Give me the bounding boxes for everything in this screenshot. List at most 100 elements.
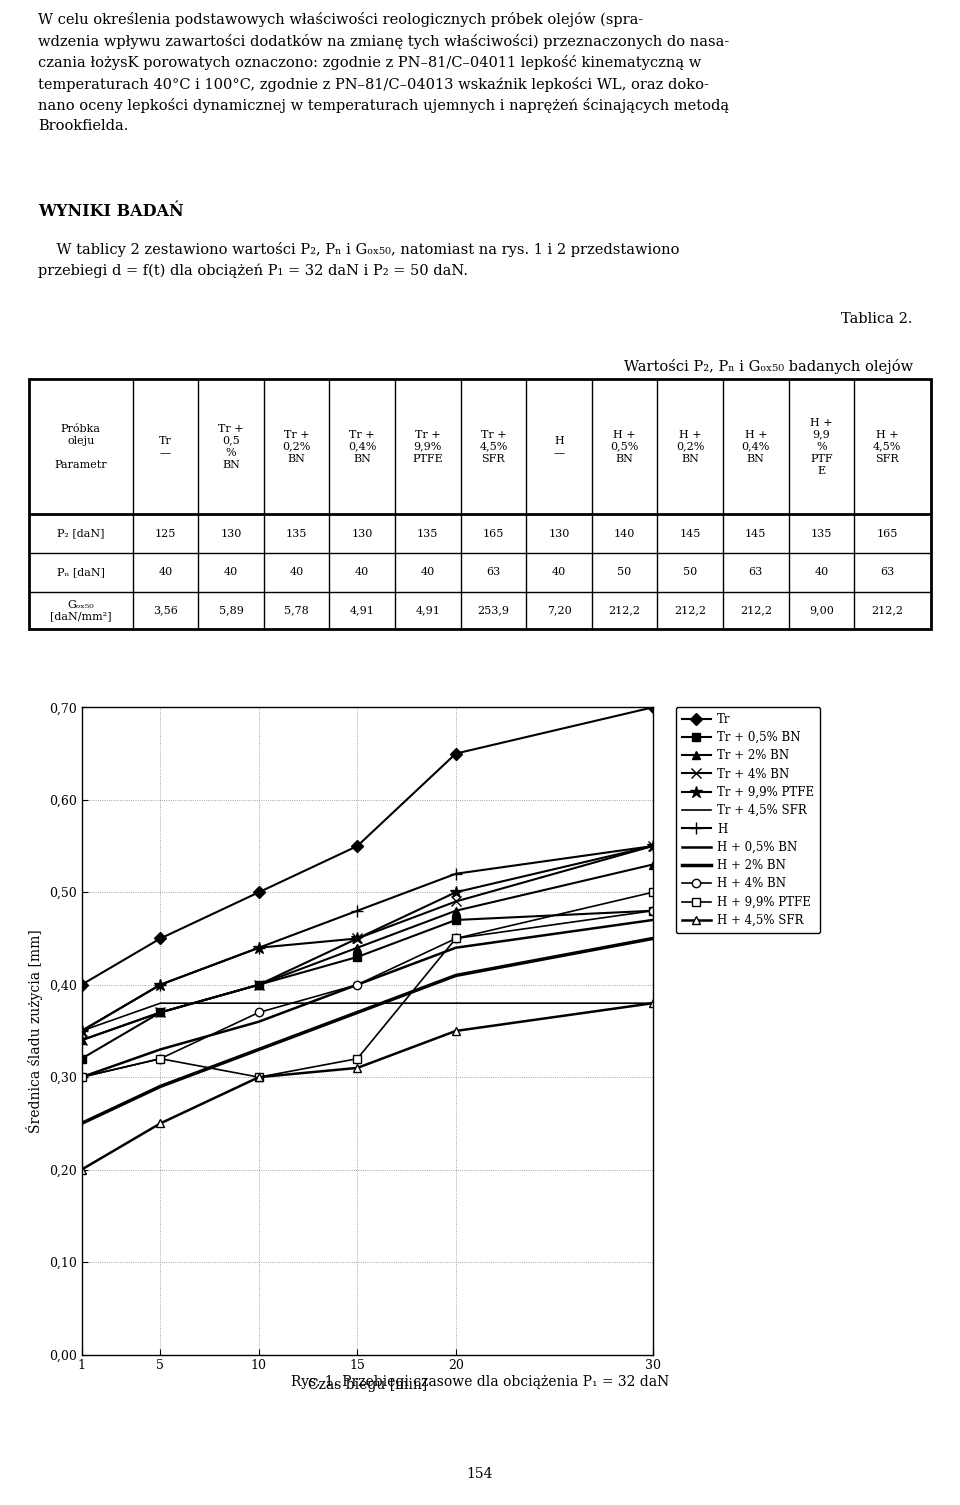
Tr + 4,5% SFR bbox=[155, 995, 166, 1013]
Tr + 4% BN bbox=[76, 1031, 87, 1049]
Text: H +
0,4%
BN: H + 0,4% BN bbox=[742, 430, 770, 464]
H bbox=[351, 901, 363, 920]
Text: Rys. 1. Przebiegi czasowe dla obciążenia P₁ = 32 daN: Rys. 1. Przebiegi czasowe dla obciążenia… bbox=[291, 1374, 669, 1389]
Tr + 4,5% SFR bbox=[76, 1022, 87, 1040]
H + 9,9% PTFE bbox=[351, 1049, 363, 1067]
Tr bbox=[76, 975, 87, 993]
Line: Tr + 9,9% PTFE: Tr + 9,9% PTFE bbox=[75, 840, 660, 1037]
Text: 125: 125 bbox=[155, 528, 176, 539]
X-axis label: Czas biegu [min]: Czas biegu [min] bbox=[307, 1379, 427, 1392]
Tr + 4% BN bbox=[450, 892, 462, 911]
H bbox=[155, 975, 166, 993]
Tr + 0,5% BN bbox=[253, 975, 265, 993]
Tr + 4% BN bbox=[351, 930, 363, 948]
Text: W celu określenia podstawowych właściwości reologicznych próbek olejów (spra-
wd: W celu określenia podstawowych właściwoś… bbox=[38, 12, 730, 134]
Text: 4,91: 4,91 bbox=[349, 605, 374, 616]
Text: Tr +
0,2%
BN: Tr + 0,2% BN bbox=[282, 430, 311, 464]
Text: WYNIKI BADAŃ: WYNIKI BADAŃ bbox=[38, 203, 184, 220]
Text: 145: 145 bbox=[745, 528, 766, 539]
Text: 212,2: 212,2 bbox=[674, 605, 707, 616]
Text: Tr +
4,5%
SFR: Tr + 4,5% SFR bbox=[479, 430, 508, 464]
Tr bbox=[351, 837, 363, 855]
Text: 40: 40 bbox=[224, 567, 238, 578]
Text: 40: 40 bbox=[552, 567, 566, 578]
H bbox=[76, 1022, 87, 1040]
H bbox=[647, 837, 659, 855]
Tr + 9,9% PTFE bbox=[76, 1022, 87, 1040]
Line: Tr: Tr bbox=[78, 703, 657, 989]
H + 4,5% SFR bbox=[155, 1114, 166, 1132]
Text: P₂ [daN]: P₂ [daN] bbox=[57, 528, 105, 539]
Tr + 9,9% PTFE bbox=[450, 883, 462, 901]
Tr + 0,5% BN bbox=[450, 911, 462, 929]
Line: Tr + 4,5% SFR: Tr + 4,5% SFR bbox=[82, 1004, 653, 1031]
Text: H +
0,5%
BN: H + 0,5% BN bbox=[611, 430, 638, 464]
H + 4% BN bbox=[450, 930, 462, 948]
H + 9,9% PTFE bbox=[76, 1069, 87, 1087]
H + 4,5% SFR bbox=[450, 1022, 462, 1040]
Text: 130: 130 bbox=[220, 528, 242, 539]
Text: 5,78: 5,78 bbox=[284, 605, 309, 616]
Line: H + 2% BN: H + 2% BN bbox=[82, 939, 653, 1123]
Text: Tablica 2.: Tablica 2. bbox=[841, 312, 913, 325]
Tr + 4% BN bbox=[253, 975, 265, 993]
Text: 212,2: 212,2 bbox=[740, 605, 772, 616]
Text: 145: 145 bbox=[680, 528, 701, 539]
Text: 135: 135 bbox=[417, 528, 439, 539]
Tr bbox=[450, 745, 462, 763]
Tr + 0,5% BN bbox=[76, 1049, 87, 1067]
Tr + 4,5% SFR bbox=[351, 995, 363, 1013]
Text: 63: 63 bbox=[880, 567, 894, 578]
Text: 5,89: 5,89 bbox=[219, 605, 244, 616]
H + 4% BN bbox=[76, 1069, 87, 1087]
Text: 3,56: 3,56 bbox=[153, 605, 178, 616]
Line: H + 4,5% SFR: H + 4,5% SFR bbox=[78, 999, 657, 1174]
Tr + 0,5% BN bbox=[647, 901, 659, 920]
Tr + 0,5% BN bbox=[351, 948, 363, 966]
H + 0,5% BN bbox=[76, 1069, 87, 1087]
Text: 253,9: 253,9 bbox=[477, 605, 510, 616]
Text: Gₒₓ₅₀
[daN/mm²]: Gₒₓ₅₀ [daN/mm²] bbox=[50, 599, 111, 622]
H + 2% BN bbox=[351, 1004, 363, 1022]
Text: Wartości P₂, Pₙ i Gₒₓ₅₀ badanych olejów: Wartości P₂, Pₙ i Gₒₓ₅₀ badanych olejów bbox=[624, 358, 913, 373]
H + 0,5% BN bbox=[647, 911, 659, 929]
Text: 40: 40 bbox=[290, 567, 303, 578]
Tr + 4,5% SFR bbox=[450, 995, 462, 1013]
Text: 50: 50 bbox=[684, 567, 697, 578]
H + 4% BN bbox=[155, 1049, 166, 1067]
Tr bbox=[253, 883, 265, 901]
Text: 4,91: 4,91 bbox=[416, 605, 441, 616]
H + 4,5% SFR bbox=[76, 1160, 87, 1178]
Text: Tr +
9,9%
PTFE: Tr + 9,9% PTFE bbox=[413, 430, 444, 464]
H + 4% BN bbox=[351, 975, 363, 993]
Line: H + 4% BN: H + 4% BN bbox=[78, 906, 657, 1081]
Tr + 9,9% PTFE bbox=[253, 939, 265, 957]
Line: H + 9,9% PTFE: H + 9,9% PTFE bbox=[78, 888, 657, 1081]
Legend: Tr, Tr + 0,5% BN, Tr + 2% BN, Tr + 4% BN, Tr + 9,9% PTFE, Tr + 4,5% SFR, H, H + : Tr, Tr + 0,5% BN, Tr + 2% BN, Tr + 4% BN… bbox=[676, 707, 820, 933]
Text: Pₙ [daN]: Pₙ [daN] bbox=[57, 567, 105, 578]
Tr + 2% BN bbox=[253, 975, 265, 993]
H + 2% BN bbox=[647, 930, 659, 948]
H + 0,5% BN bbox=[253, 1013, 265, 1031]
H + 4,5% SFR bbox=[253, 1069, 265, 1087]
Text: 140: 140 bbox=[614, 528, 636, 539]
H + 4% BN bbox=[253, 1004, 265, 1022]
H + 0,5% BN bbox=[450, 939, 462, 957]
Text: H +
0,2%
BN: H + 0,2% BN bbox=[676, 430, 705, 464]
Text: 212,2: 212,2 bbox=[871, 605, 903, 616]
Tr + 2% BN bbox=[351, 939, 363, 957]
Tr + 9,9% PTFE bbox=[155, 975, 166, 993]
Tr bbox=[155, 930, 166, 948]
H + 9,9% PTFE bbox=[155, 1049, 166, 1067]
Tr + 9,9% PTFE bbox=[351, 930, 363, 948]
Text: 154: 154 bbox=[467, 1467, 493, 1481]
H + 9,9% PTFE bbox=[450, 930, 462, 948]
Text: 9,00: 9,00 bbox=[809, 605, 834, 616]
Text: Tr +
0,5
%
BN: Tr + 0,5 % BN bbox=[218, 424, 244, 470]
Line: Tr + 0,5% BN: Tr + 0,5% BN bbox=[78, 906, 657, 1063]
H bbox=[253, 939, 265, 957]
Tr + 4,5% SFR bbox=[253, 995, 265, 1013]
Text: 135: 135 bbox=[286, 528, 307, 539]
H + 0,5% BN bbox=[351, 975, 363, 993]
Text: H
—: H — bbox=[554, 436, 564, 458]
